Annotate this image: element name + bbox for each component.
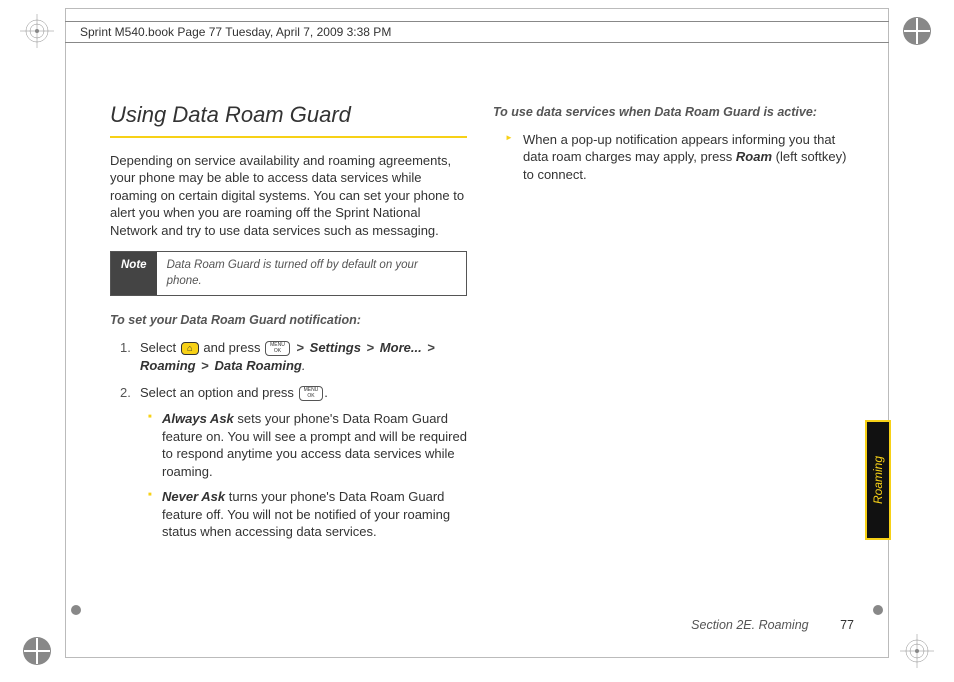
- action-list: When a pop-up notification appears infor…: [493, 131, 850, 184]
- steps-list: 1. Select ⌂ and press MENUOK > Settings …: [110, 339, 467, 540]
- action-key: Roam: [736, 149, 772, 164]
- path-sep-icon: >: [427, 340, 435, 355]
- home-key-icon: ⌂: [181, 342, 199, 355]
- step1-mid: and press: [203, 340, 264, 355]
- menu-ok-key-icon: MENUOK: [265, 341, 290, 356]
- book-header: Sprint M540.book Page 77 Tuesday, April …: [65, 21, 889, 43]
- path-roaming: Roaming: [140, 358, 196, 373]
- section-title: Using Data Roam Guard: [110, 100, 467, 130]
- option-never-ask: Never Ask turns your phone's Data Roam G…: [150, 488, 467, 541]
- note-label: Note: [111, 252, 157, 295]
- footer-section: Section 2E. Roaming: [691, 618, 808, 632]
- path-sep-icon: >: [201, 358, 209, 373]
- step2-pre: Select an option and press: [140, 385, 298, 400]
- page-footer: Section 2E. Roaming 77: [691, 618, 854, 632]
- path-sep-icon: >: [367, 340, 375, 355]
- right-column: To use data services when Data Roam Guar…: [493, 100, 850, 551]
- step-1: 1. Select ⌂ and press MENUOK > Settings …: [124, 339, 467, 374]
- registration-mark-icon: [20, 634, 54, 668]
- side-tab: Roaming: [865, 420, 891, 540]
- option-label: Always Ask: [162, 411, 234, 426]
- option-always-ask: Always Ask sets your phone's Data Roam G…: [150, 410, 467, 480]
- menu-ok-key-icon: MENUOK: [299, 386, 324, 401]
- registration-mark-icon: [900, 14, 934, 48]
- options-list: Always Ask sets your phone's Data Roam G…: [140, 410, 467, 541]
- registration-mark-icon: [20, 14, 54, 48]
- path-more: More...: [380, 340, 422, 355]
- path-data-roaming: Data Roaming: [214, 358, 301, 373]
- path-settings: Settings: [310, 340, 361, 355]
- path-sep-icon: >: [296, 340, 304, 355]
- left-column: Using Data Roam Guard Depending on servi…: [110, 100, 467, 551]
- note-box: Note Data Roam Guard is turned off by de…: [110, 251, 467, 296]
- subhead-use-data: To use data services when Data Roam Guar…: [493, 104, 850, 121]
- title-rule: [110, 136, 467, 138]
- content-area: Using Data Roam Guard Depending on servi…: [110, 100, 850, 551]
- action-item: When a pop-up notification appears infor…: [507, 131, 850, 184]
- step-2: 2. Select an option and press MENUOK. Al…: [124, 384, 467, 540]
- book-header-text: Sprint M540.book Page 77 Tuesday, April …: [80, 25, 391, 39]
- subhead-set-notification: To set your Data Roam Guard notification…: [110, 312, 467, 329]
- registration-mark-icon: [900, 634, 934, 668]
- crop-dot-icon: [70, 604, 82, 616]
- intro-paragraph: Depending on service availability and ro…: [110, 152, 467, 240]
- note-text: Data Roam Guard is turned off by default…: [157, 252, 466, 295]
- step-number: 1.: [120, 339, 131, 357]
- option-label: Never Ask: [162, 489, 225, 504]
- side-tab-label: Roaming: [871, 456, 885, 504]
- crop-dot-icon: [872, 604, 884, 616]
- footer-page-number: 77: [840, 618, 854, 632]
- step1-pre: Select: [140, 340, 180, 355]
- step-number: 2.: [120, 384, 131, 402]
